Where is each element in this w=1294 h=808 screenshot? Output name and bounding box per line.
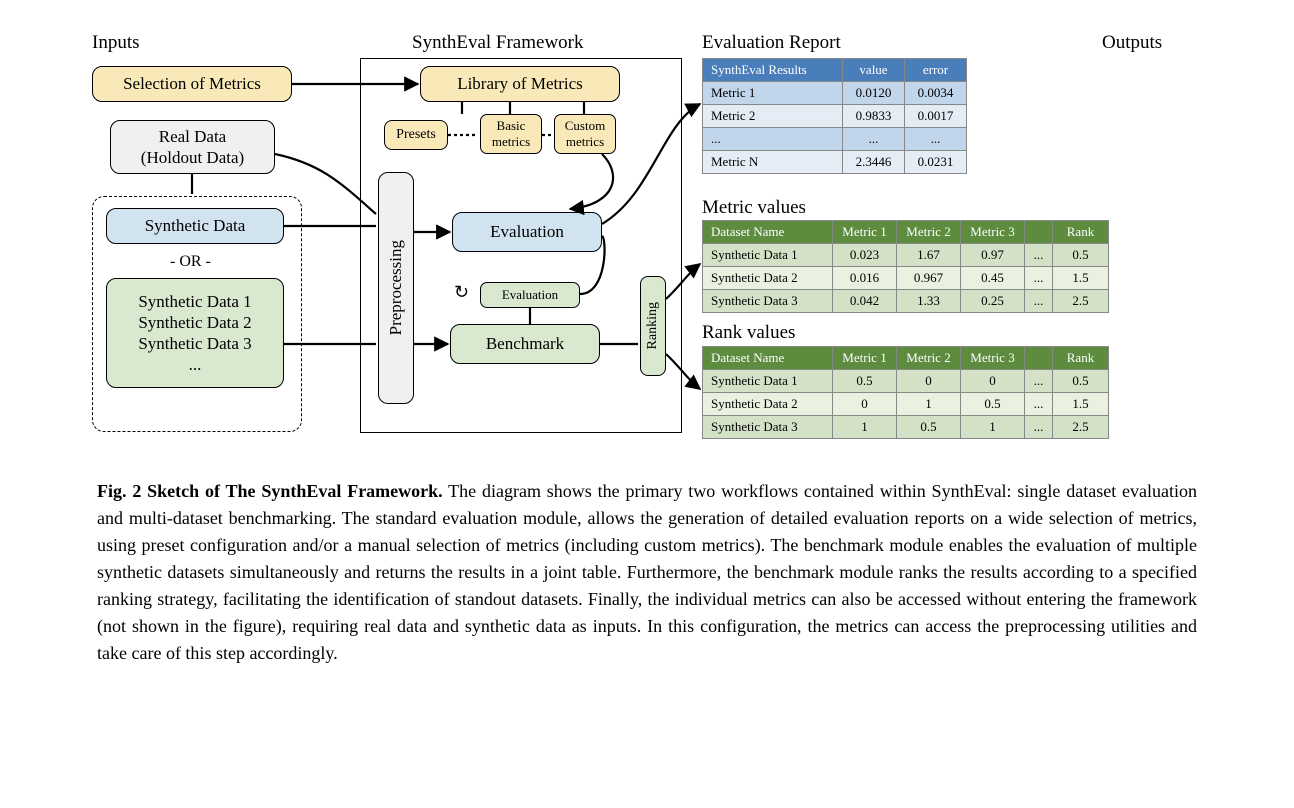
cycle-icon: ↻ [454,282,469,303]
evaluation-node: Evaluation [452,212,602,252]
eval-report-label: Evaluation Report [702,32,841,54]
evaluation-small-node: Evaluation [480,282,580,308]
inputs-label: Inputs [92,32,140,54]
custom-metrics-node: Custommetrics [554,114,616,154]
syntheval-diagram: Inputs SynthEval Framework Evaluation Re… [62,24,1232,454]
outputs-label: Outputs [1102,32,1162,54]
metric-values-label: Metric values [702,197,806,219]
preprocessing-label: Preprocessing [385,240,406,335]
metric-values-table: Dataset NameMetric 1Metric 2Metric 3Rank… [702,220,1109,313]
selection-of-metrics-node: Selection of Metrics [92,66,292,102]
synthetic-list-node: Synthetic Data 1Synthetic Data 2Syntheti… [106,278,284,388]
ranking-label: Ranking [644,302,662,349]
basic-metrics-node: Basicmetrics [480,114,542,154]
presets-node: Presets [384,120,448,150]
ranking-node: Ranking [640,276,666,376]
caption-lead: Fig. 2 Sketch of The SynthEval Framework… [97,481,443,501]
library-of-metrics-node: Library of Metrics [420,66,620,102]
figure-caption: Fig. 2 Sketch of The SynthEval Framework… [97,478,1197,667]
rank-values-label: Rank values [702,322,795,344]
benchmark-node: Benchmark [450,324,600,364]
real-data-node: Real Data(Holdout Data) [110,120,275,174]
preprocessing-node: Preprocessing [378,172,414,404]
synthetic-data-node: Synthetic Data [106,208,284,244]
framework-label: SynthEval Framework [412,32,584,54]
caption-body: The diagram shows the primary two workfl… [97,481,1197,663]
or-label: - OR - [170,253,211,271]
evaluation-report-table: SynthEval ResultsvalueerrorMetric 10.012… [702,58,967,174]
rank-values-table: Dataset NameMetric 1Metric 2Metric 3Rank… [702,346,1109,439]
